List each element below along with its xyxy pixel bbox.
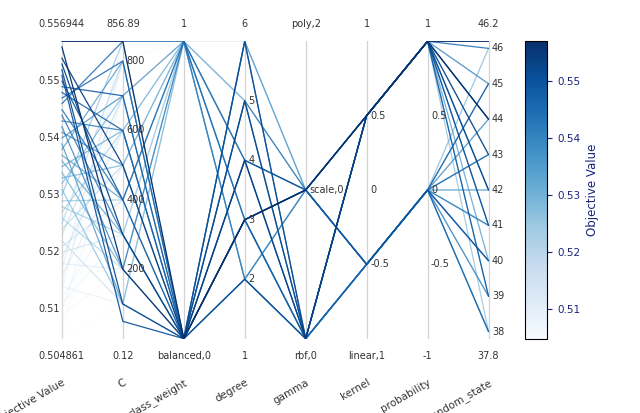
Text: -0.5: -0.5 — [370, 259, 389, 269]
Text: poly,2: poly,2 — [291, 19, 321, 29]
Text: 42: 42 — [492, 185, 504, 195]
Text: 400: 400 — [126, 195, 145, 205]
Text: 44: 44 — [492, 114, 504, 124]
Text: 0: 0 — [431, 185, 437, 195]
Y-axis label: Objective Value: Objective Value — [586, 144, 598, 236]
Text: 0.51: 0.51 — [38, 304, 60, 314]
Text: 0.54: 0.54 — [38, 133, 60, 143]
Text: 0.53: 0.53 — [38, 190, 60, 200]
Text: 46.2: 46.2 — [478, 19, 499, 29]
Text: 600: 600 — [126, 126, 145, 135]
Text: random_state: random_state — [426, 377, 494, 413]
Text: 6: 6 — [242, 19, 248, 29]
Text: scale,0: scale,0 — [309, 185, 344, 195]
Text: rbf,0: rbf,0 — [294, 351, 317, 361]
Text: 0.55: 0.55 — [38, 76, 60, 86]
Text: 2: 2 — [248, 274, 254, 284]
Text: 45: 45 — [492, 79, 504, 89]
Text: 1: 1 — [364, 19, 370, 29]
Text: linear,1: linear,1 — [348, 351, 385, 361]
Text: -0.5: -0.5 — [431, 259, 450, 269]
Text: Objective Value: Objective Value — [0, 377, 67, 413]
Text: 39: 39 — [492, 291, 504, 301]
Text: 38: 38 — [492, 327, 504, 337]
Text: 856.89: 856.89 — [106, 19, 140, 29]
Text: 200: 200 — [126, 264, 145, 274]
Text: gamma: gamma — [271, 377, 310, 406]
Text: 0.52: 0.52 — [38, 247, 60, 257]
Text: degree: degree — [213, 377, 250, 404]
Text: 46: 46 — [492, 43, 504, 53]
Text: 5: 5 — [248, 96, 254, 106]
Text: 1: 1 — [424, 19, 431, 29]
Text: 800: 800 — [126, 56, 145, 66]
Text: -1: -1 — [423, 351, 433, 361]
Text: 43: 43 — [492, 150, 504, 159]
Text: 1: 1 — [242, 351, 248, 361]
Text: 0.12: 0.12 — [112, 351, 134, 361]
Text: balanced,0: balanced,0 — [157, 351, 211, 361]
Text: 37.8: 37.8 — [478, 351, 499, 361]
Text: 1: 1 — [180, 19, 187, 29]
Text: 0.5: 0.5 — [431, 111, 446, 121]
Text: 40: 40 — [492, 256, 504, 266]
Text: 0.556944: 0.556944 — [39, 19, 85, 29]
Text: kernel: kernel — [339, 377, 372, 402]
Text: 41: 41 — [492, 221, 504, 230]
Text: 0.5: 0.5 — [370, 111, 385, 121]
Text: 3: 3 — [248, 215, 254, 225]
Text: class_weight: class_weight — [126, 377, 189, 413]
Text: probability: probability — [379, 377, 433, 413]
Text: 0: 0 — [370, 185, 376, 195]
Text: 0.504861: 0.504861 — [39, 351, 85, 361]
Text: C: C — [116, 377, 128, 389]
Text: 4: 4 — [248, 155, 254, 165]
